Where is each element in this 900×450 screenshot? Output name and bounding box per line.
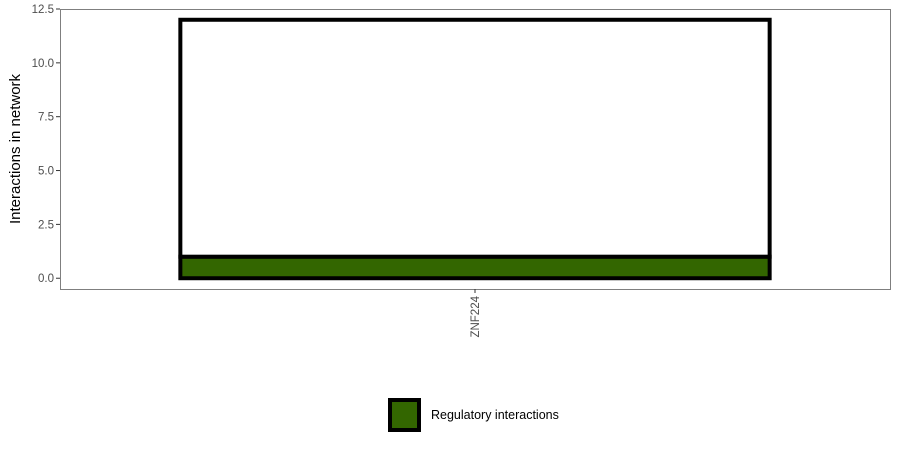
bars xyxy=(178,17,772,281)
y-tick-label: 2.5 xyxy=(38,219,54,231)
y-tick-label: 0.0 xyxy=(38,273,54,285)
x-axis: ZNF224 xyxy=(470,289,482,338)
legend-swatch xyxy=(388,398,421,432)
y-tick-label: 7.5 xyxy=(38,112,54,124)
bar-regulatory-interactions xyxy=(178,254,772,281)
y-axis: 0.0 2.5 5.0 7.5 10.0 12.5 xyxy=(32,4,60,285)
y-axis-title: Interactions in network xyxy=(7,73,24,224)
y-tick-label: 10.0 xyxy=(32,58,54,70)
x-tick-label: ZNF224 xyxy=(470,295,482,337)
y-tick-label: 5.0 xyxy=(38,166,54,178)
legend: Regulatory interactions xyxy=(388,398,559,432)
y-tick-label: 12.5 xyxy=(32,4,54,16)
legend-label: Regulatory interactions xyxy=(431,408,559,422)
bar-segment-1 xyxy=(178,17,772,259)
